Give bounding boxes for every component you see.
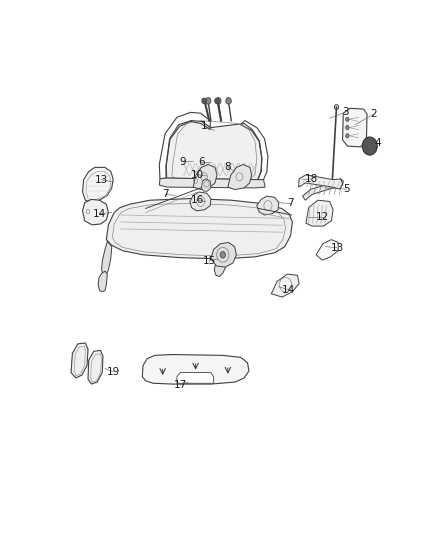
Circle shape: [202, 98, 206, 104]
Polygon shape: [177, 373, 214, 383]
Circle shape: [362, 137, 377, 155]
Polygon shape: [257, 196, 279, 215]
Text: 19: 19: [106, 367, 120, 377]
Polygon shape: [306, 200, 333, 226]
Polygon shape: [166, 120, 262, 183]
Polygon shape: [142, 354, 249, 384]
Circle shape: [346, 117, 349, 122]
Polygon shape: [228, 165, 251, 190]
Text: 12: 12: [316, 212, 329, 222]
Text: 5: 5: [343, 184, 350, 194]
Text: 1: 1: [201, 120, 208, 131]
Polygon shape: [193, 165, 217, 190]
Text: 14: 14: [282, 285, 295, 295]
Circle shape: [215, 98, 219, 104]
Text: 6: 6: [198, 157, 205, 167]
Text: 10: 10: [191, 170, 204, 180]
Text: 13: 13: [331, 243, 344, 253]
Text: 7: 7: [287, 198, 293, 208]
Polygon shape: [316, 240, 338, 260]
Polygon shape: [271, 274, 299, 297]
Circle shape: [205, 98, 211, 104]
Polygon shape: [214, 256, 228, 277]
Polygon shape: [106, 199, 293, 259]
Circle shape: [220, 252, 226, 258]
Text: 15: 15: [202, 256, 216, 266]
Text: 8: 8: [225, 161, 231, 172]
Text: 14: 14: [93, 209, 106, 219]
Text: 18: 18: [305, 174, 318, 184]
Text: 13: 13: [95, 175, 108, 185]
Polygon shape: [343, 108, 367, 147]
Polygon shape: [83, 167, 113, 203]
Polygon shape: [102, 241, 112, 274]
Polygon shape: [303, 179, 343, 200]
Circle shape: [346, 134, 349, 138]
Polygon shape: [190, 192, 211, 211]
Polygon shape: [201, 179, 211, 191]
Polygon shape: [211, 243, 237, 267]
Circle shape: [226, 98, 231, 104]
Polygon shape: [98, 271, 107, 292]
Text: 3: 3: [342, 107, 348, 117]
Polygon shape: [159, 178, 265, 188]
Text: 16: 16: [191, 195, 204, 205]
Polygon shape: [88, 350, 103, 384]
Text: 2: 2: [371, 109, 377, 119]
Polygon shape: [71, 343, 88, 378]
Text: 7: 7: [162, 189, 168, 199]
Text: 17: 17: [174, 380, 187, 390]
Circle shape: [215, 98, 221, 104]
Polygon shape: [83, 199, 108, 225]
Polygon shape: [298, 175, 343, 189]
Text: 4: 4: [374, 138, 381, 148]
Text: 9: 9: [180, 157, 187, 167]
Circle shape: [346, 126, 349, 130]
